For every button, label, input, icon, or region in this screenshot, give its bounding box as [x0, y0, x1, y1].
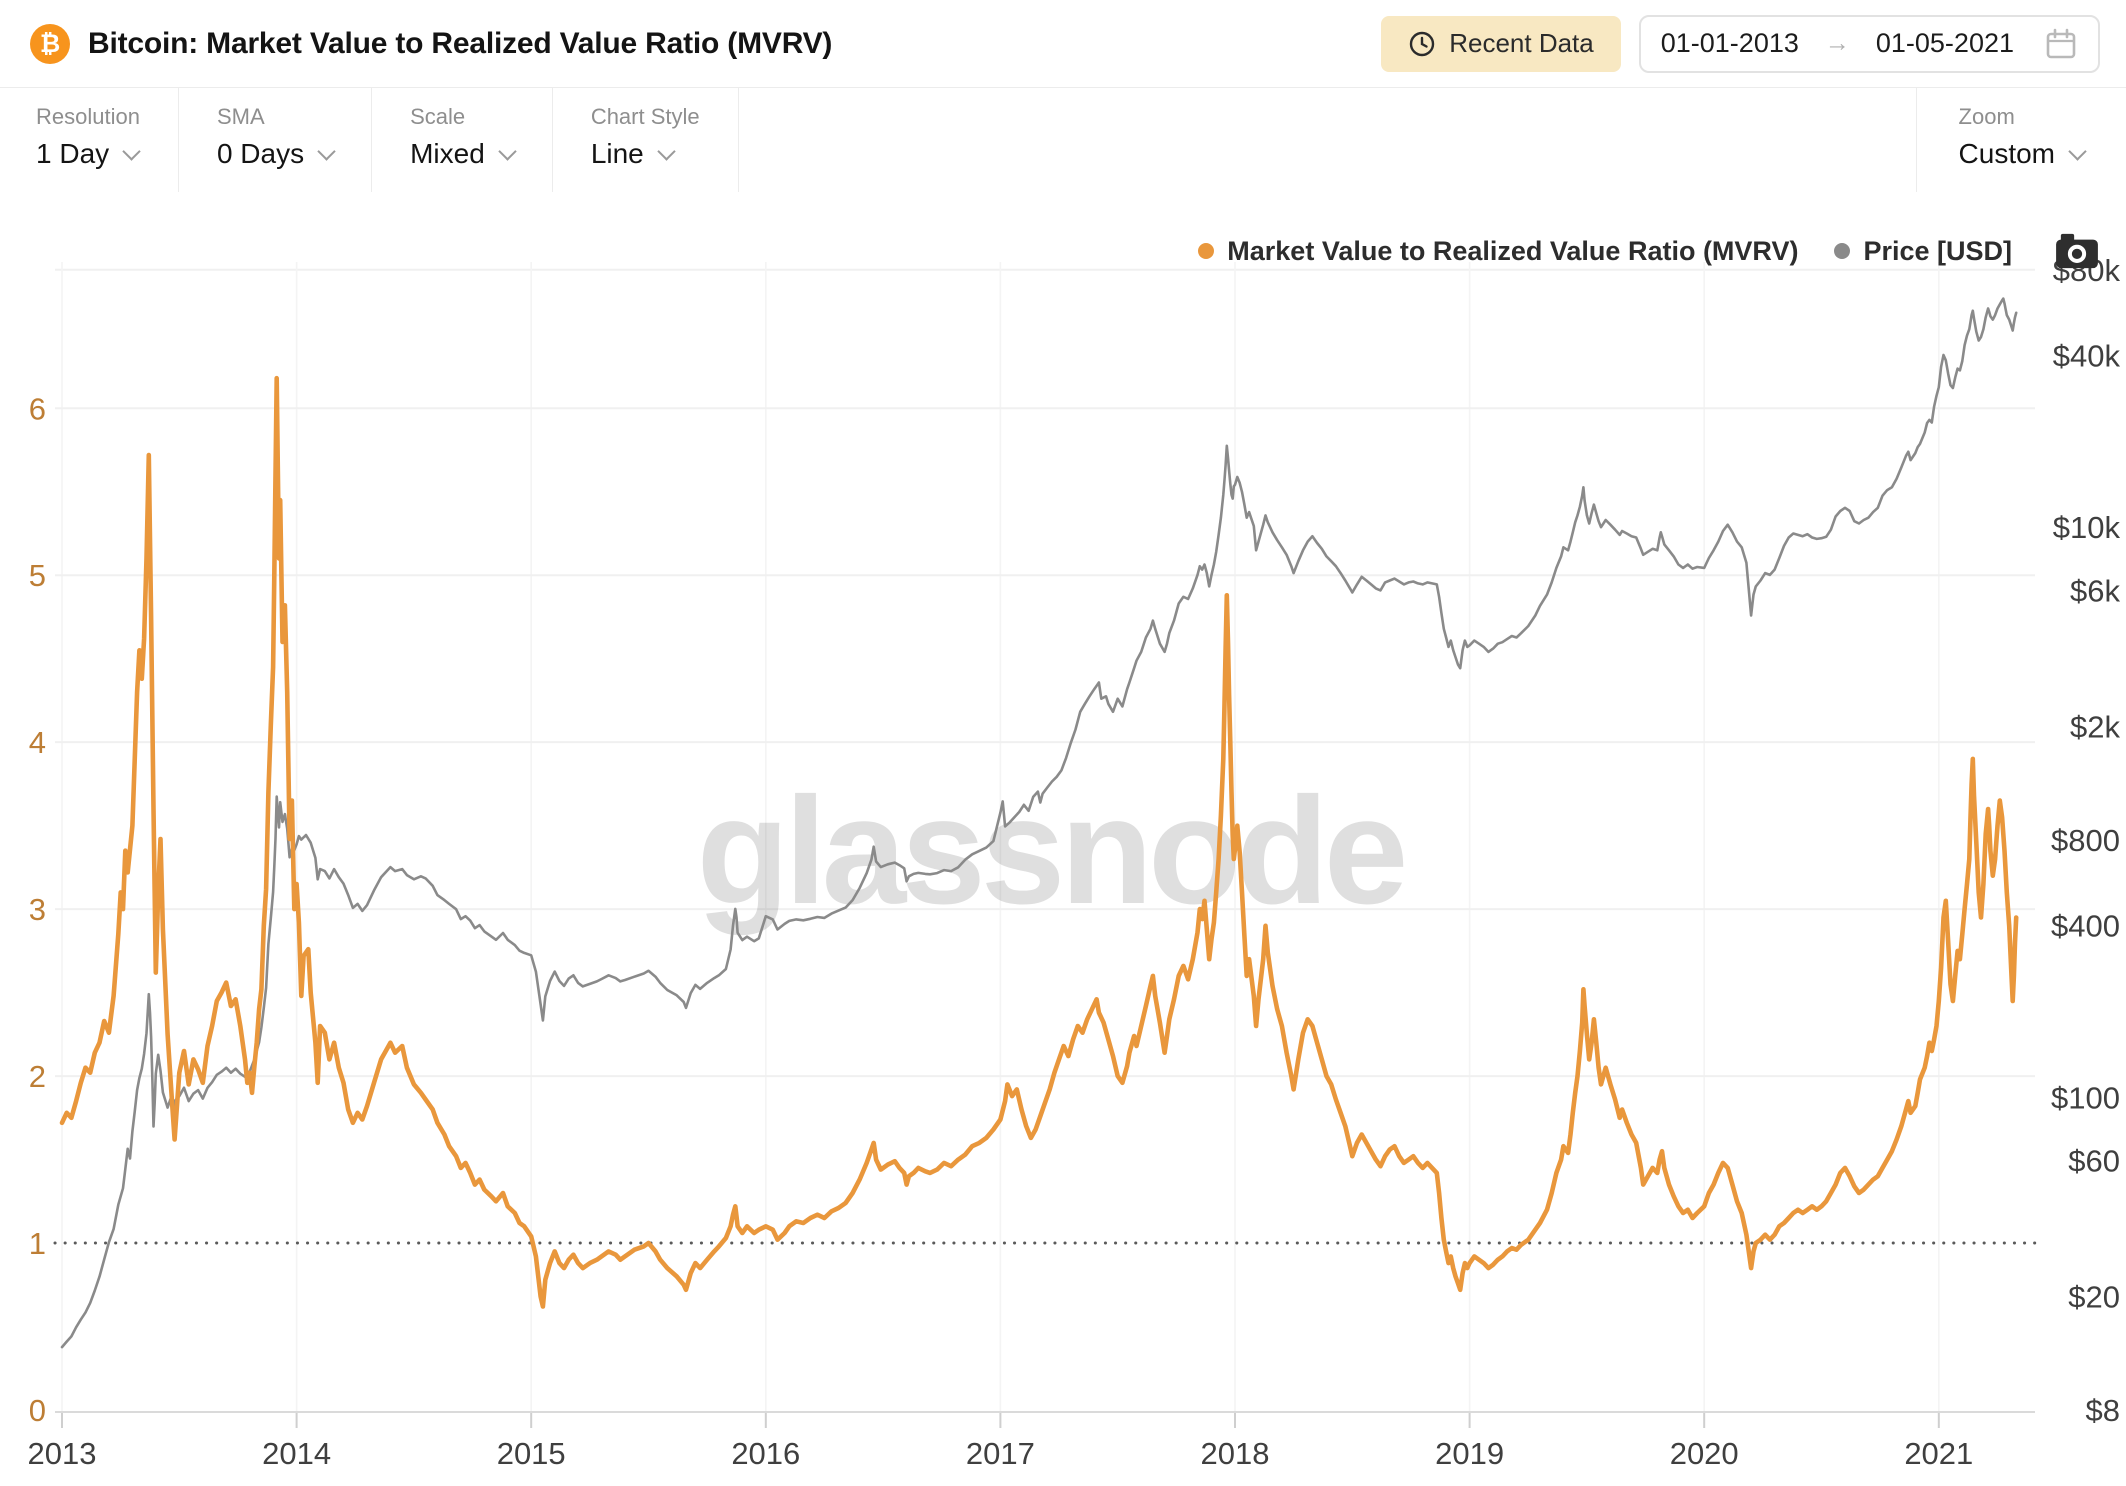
right-axis-label: $400 [2051, 909, 2120, 944]
x-axis-label: 2015 [497, 1436, 566, 1471]
chart-canvas[interactable]: glassnode0123456$80k$40k$10k$6k$2k$800$4… [0, 192, 2126, 1486]
x-axis-label: 2016 [731, 1436, 800, 1471]
bitcoin-icon: ₿ [30, 23, 70, 64]
glassnode-watermark: glassnode [697, 766, 1404, 936]
mvrv-legend-label: Market Value to Realized Value Ratio (MV… [1227, 235, 1799, 266]
chevron-down-icon [498, 141, 517, 161]
clock-icon [1408, 30, 1436, 58]
chevron-down-icon [2068, 141, 2087, 161]
left-axis-label: 6 [29, 391, 46, 426]
screenshot-button[interactable] [2054, 232, 2100, 270]
left-axis-label: 4 [29, 725, 46, 760]
left-axis-label: 2 [29, 1059, 46, 1094]
right-axis-label: $800 [2051, 823, 2120, 858]
right-axis-label: $8 [2086, 1393, 2120, 1428]
chart-style-label: Chart Style [590, 104, 700, 129]
zoom-dropdown[interactable]: Zoom Custom [1915, 88, 2126, 192]
date-range-arrow-icon: → [1824, 29, 1850, 57]
date-to[interactable]: 01-05-2021 [1875, 28, 2014, 58]
x-axis-label: 2014 [262, 1436, 331, 1471]
resolution-label: Resolution [36, 104, 140, 129]
resolution-value: 1 Day [36, 138, 110, 169]
recent-data-label: Recent Data [1449, 28, 1594, 58]
date-from[interactable]: 01-01-2013 [1660, 28, 1799, 58]
page-title: Bitcoin: Market Value to Realized Value … [88, 26, 833, 60]
zoom-label: Zoom [1958, 104, 2015, 129]
right-axis-label: $100 [2051, 1080, 2120, 1115]
calendar-icon[interactable] [2044, 27, 2078, 61]
sma-label: SMA [216, 104, 265, 129]
chart-area: Market Value to Realized Value Ratio (MV… [0, 192, 2126, 1486]
sma-dropdown[interactable]: SMA 0 Days [179, 88, 373, 192]
x-axis-label: 2018 [1201, 1436, 1270, 1471]
right-axis-label: $60 [2068, 1144, 2120, 1179]
left-axis-label: 0 [29, 1393, 46, 1428]
scale-dropdown[interactable]: Scale Mixed [372, 88, 553, 192]
recent-data-button[interactable]: Recent Data [1381, 15, 1621, 72]
right-axis-label: $20 [2068, 1280, 2120, 1315]
left-axis-label: 1 [29, 1226, 46, 1261]
chart-toolbar: Resolution 1 Day SMA 0 Days Scale Mixed … [0, 88, 2126, 192]
date-range-picker[interactable]: 01-01-2013 → 01-05-2021 [1638, 14, 2100, 73]
header: ₿ Bitcoin: Market Value to Realized Valu… [0, 0, 2126, 88]
x-axis-label: 2019 [1435, 1436, 1504, 1471]
scale-value: Mixed [410, 138, 485, 169]
x-axis-label: 2013 [28, 1436, 97, 1471]
right-axis-label: $2k [2070, 709, 2120, 744]
resolution-dropdown[interactable]: Resolution 1 Day [0, 88, 179, 192]
chevron-down-icon [317, 141, 336, 161]
legend-item-price[interactable]: Price [USD] [1834, 236, 2012, 267]
mvrv-line [59, 375, 2019, 1309]
x-axis-label: 2017 [966, 1436, 1035, 1471]
chart-legend: Market Value to Realized Value Ratio (MV… [1198, 232, 2100, 270]
x-axis-label: 2021 [1904, 1436, 1973, 1471]
right-axis-label: $40k [2053, 339, 2121, 374]
right-axis-label: $10k [2053, 510, 2121, 545]
left-axis-label: 3 [29, 892, 46, 927]
mvrv-legend-dot [1198, 243, 1215, 259]
camera-icon [2054, 232, 2100, 270]
price-legend-dot [1834, 243, 1851, 259]
price-line [60, 297, 2018, 1349]
x-axis-label: 2020 [1670, 1436, 1739, 1471]
chevron-down-icon [122, 141, 141, 161]
chart-style-dropdown[interactable]: Chart Style Line [553, 88, 739, 192]
price-legend-label: Price [USD] [1863, 235, 2012, 266]
sma-value: 0 Days [216, 138, 305, 169]
zoom-value: Custom [1958, 138, 2055, 169]
chart-style-value: Line [590, 138, 644, 169]
left-axis-label: 5 [29, 558, 46, 593]
chevron-down-icon [657, 141, 676, 161]
scale-label: Scale [410, 104, 466, 129]
right-axis-label: $6k [2070, 573, 2120, 608]
legend-item-mvrv[interactable]: Market Value to Realized Value Ratio (MV… [1198, 236, 1798, 267]
